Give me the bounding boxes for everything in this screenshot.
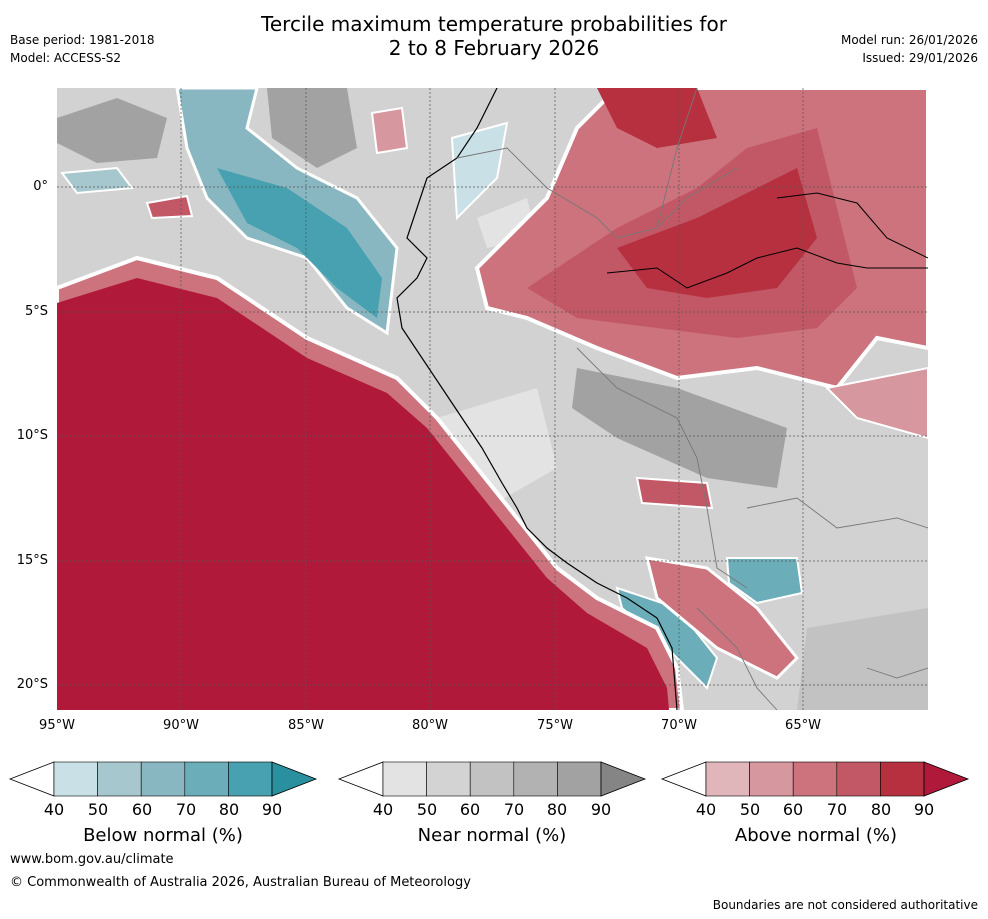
title-line-2: 2 to 8 February 2026	[388, 36, 600, 60]
cb-near-tick-60: 60	[459, 800, 481, 819]
cb-below-tick-40: 40	[43, 800, 65, 819]
title-line-1: Tercile maximum temperature probabilitie…	[261, 12, 727, 36]
cb-below-tick-80: 80	[218, 800, 240, 819]
lon-label-65w: 65°W	[785, 718, 821, 733]
colorbar-segment	[469, 761, 515, 797]
colorbar-above	[660, 761, 970, 797]
colorbar-left-extend	[660, 761, 707, 797]
meta-right: Model run: 26/01/2026 Issued: 29/01/2026	[841, 31, 978, 67]
lat-label-15s: 15°S	[16, 553, 48, 568]
colorbar-segment	[749, 761, 794, 797]
colorbar-segment	[705, 761, 750, 797]
meta-left: Base period: 1981-2018 Model: ACCESS-S2	[10, 31, 155, 67]
above-normal-amazon-core	[617, 168, 817, 298]
colorbar-segment	[53, 761, 98, 797]
border-colombia-brazil	[656, 88, 698, 229]
cb-near-tick-80: 80	[546, 800, 568, 819]
near-normal-patch-nw	[57, 98, 167, 163]
lat-label-10s: 10°S	[16, 428, 48, 443]
cb-above-tick-40: 40	[695, 800, 717, 819]
lon-label-90w: 90°W	[163, 718, 199, 733]
colorbar-near	[337, 761, 647, 797]
above-normal-east	[824, 366, 928, 440]
country-borders	[456, 88, 928, 710]
cb-below-tick-60: 60	[131, 800, 153, 819]
border-peru-brazil-bolivia	[576, 347, 748, 589]
border-chile-bolivia	[696, 607, 778, 710]
border-ecuador-peru	[456, 147, 738, 239]
cb-below-title: Below normal (%)	[83, 825, 243, 846]
cb-near-tick-40: 40	[372, 800, 394, 819]
lat-label-0: 0°	[33, 179, 48, 194]
lon-label-80w: 80°W	[412, 718, 448, 733]
near-normal-patch-central	[572, 368, 787, 488]
graticule	[57, 88, 928, 710]
website-link[interactable]: www.bom.gov.au/climate	[10, 852, 174, 867]
colorbar-segment	[836, 761, 881, 797]
above-normal-islet	[370, 106, 409, 155]
colorbar-right-extend	[271, 761, 318, 797]
colorbar-right-extend	[600, 761, 647, 797]
colorbar-right-extend	[923, 761, 970, 797]
colorbars-svg	[8, 761, 970, 797]
colorbar-left-extend	[337, 761, 384, 797]
cb-near-title: Near normal (%)	[417, 825, 567, 846]
colorbar-segment	[792, 761, 838, 797]
map-title: Tercile maximum temperature probabilitie…	[0, 12, 988, 60]
lon-label-70w: 70°W	[661, 718, 697, 733]
cb-above-tick-90: 90	[913, 800, 935, 819]
colorbar-segment	[513, 761, 558, 797]
colorbar-segment	[880, 761, 925, 797]
near-normal-patch-se	[797, 608, 928, 710]
lat-label-20s: 20°S	[16, 677, 48, 692]
model-run: Model run: 26/01/2026	[840, 33, 978, 47]
colorbar-segment	[382, 761, 427, 797]
cb-near-tick-90: 90	[590, 800, 612, 819]
probability-map	[57, 88, 928, 710]
cb-below-tick-70: 70	[175, 800, 197, 819]
cb-above-tick-50: 50	[739, 800, 761, 819]
issued-date: Issued: 29/01/2026	[862, 51, 978, 65]
below-normal-core	[217, 168, 382, 318]
rio-negro	[776, 192, 928, 259]
base-period: Base period: 1981-2018	[10, 33, 155, 47]
below-normal-colombia	[450, 121, 509, 221]
amazon-river	[606, 247, 928, 289]
cb-below-tick-50: 50	[87, 800, 109, 819]
near-normal-patch-north	[267, 88, 357, 168]
colorbar-segment	[426, 761, 471, 797]
map-svg	[57, 88, 928, 710]
colorbar-segment	[97, 761, 142, 797]
cb-above-tick-60: 60	[782, 800, 804, 819]
above-normal-peru-south	[635, 476, 714, 510]
copyright: © Commonwealth of Australia 2026, Austra…	[10, 875, 471, 890]
colorbar-left-extend	[8, 761, 55, 797]
boundaries-note: Boundaries are not considered authoritat…	[712, 898, 978, 912]
border-bolivia-brazil	[746, 497, 928, 529]
cb-above-tick-70: 70	[826, 800, 848, 819]
colorbar-segment	[140, 761, 186, 797]
colorbar-below	[8, 761, 318, 797]
lon-label-85w: 85°W	[288, 718, 324, 733]
cb-below-tick-90: 90	[261, 800, 283, 819]
near-normal-light-2	[437, 388, 557, 508]
border-paraguay	[866, 667, 928, 679]
colorbar-segment	[228, 761, 273, 797]
lon-label-95w: 95°W	[39, 718, 75, 733]
model-name: Model: ACCESS-S2	[10, 51, 122, 65]
coastline	[396, 88, 678, 710]
cb-above-tick-80: 80	[870, 800, 892, 819]
above-normal-north	[597, 88, 717, 148]
cb-near-tick-50: 50	[416, 800, 438, 819]
lon-label-75w: 75°W	[537, 718, 573, 733]
colorbar-segment	[184, 761, 229, 797]
colorbar-segment	[557, 761, 602, 797]
above-normal-titicaca	[644, 556, 800, 680]
below-normal-bolivia	[725, 557, 804, 605]
cb-near-tick-70: 70	[503, 800, 525, 819]
lat-label-5s: 5°S	[24, 304, 48, 319]
cb-above-title: Above normal (%)	[734, 825, 898, 846]
above-normal-ocean-core	[57, 278, 669, 710]
